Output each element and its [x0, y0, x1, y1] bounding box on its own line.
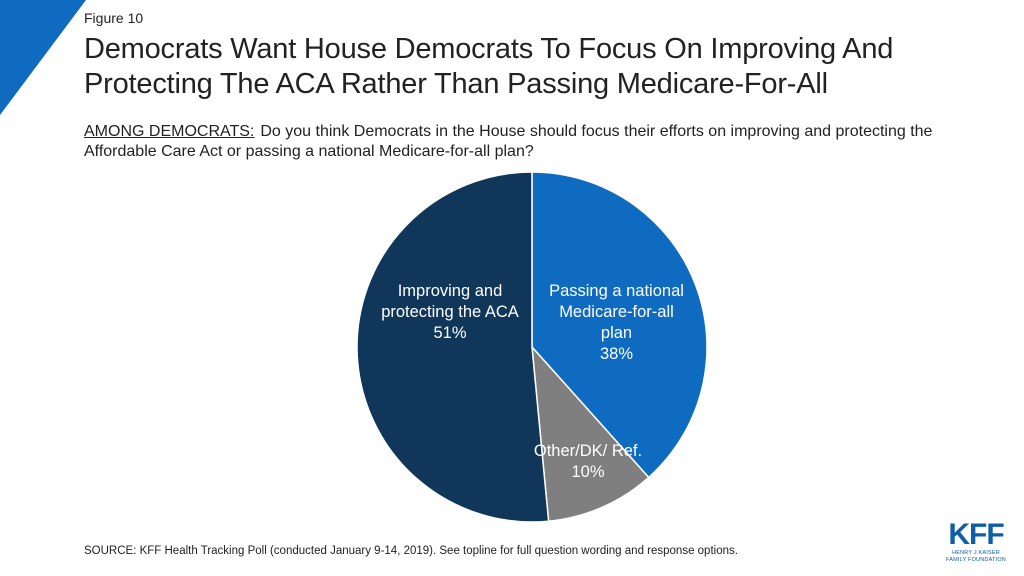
slice-label-medicare-for-all: Passing a national Medicare-for-all plan… — [549, 281, 684, 365]
slice-label-aca-value: 51% — [433, 324, 467, 342]
pie-slice-aca — [356, 172, 550, 523]
corner-accent-triangle — [0, 0, 86, 115]
slice-label-other: Other/DK/ Ref. 10% — [533, 441, 643, 483]
slice-label-other-value: 10% — [571, 463, 605, 481]
pie-chart — [356, 172, 708, 523]
logo-subtitle: HENRY J KAISER FAMILY FOUNDATION — [936, 550, 1016, 563]
slice-label-other-text: Other/DK/ Ref. — [533, 442, 643, 460]
figure-label: Figure 10 — [84, 10, 144, 26]
chart-title: Democrats Want House Democrats To Focus … — [84, 33, 894, 100]
kff-logo: KFF HENRY J KAISER FAMILY FOUNDATION — [936, 520, 1016, 563]
slice-label-medicare-for-all-text: Passing a national Medicare-for-all plan — [549, 282, 684, 342]
pie-slice-medicare-for-all — [531, 172, 708, 479]
logo-subtitle-line2: FAMILY FOUNDATION — [946, 556, 1006, 563]
question-text: Do you think Democrats in the House shou… — [84, 123, 933, 160]
question-prefix: AMONG DEMOCRATS: — [84, 123, 255, 140]
slice-label-aca: Improving and protecting the ACA 51% — [375, 281, 525, 344]
logo-subtitle-line1: HENRY J KAISER — [952, 550, 1000, 556]
logo-mark: KFF — [948, 518, 1004, 551]
slice-label-medicare-for-all-value: 38% — [599, 345, 634, 363]
pie-slice-other — [531, 344, 650, 523]
survey-question: AMONG DEMOCRATS: Do you think Democrats i… — [84, 122, 984, 162]
slice-label-aca-text: Improving and protecting the ACA — [381, 282, 519, 321]
source-note: SOURCE: KFF Health Tracking Poll (conduc… — [84, 545, 738, 557]
